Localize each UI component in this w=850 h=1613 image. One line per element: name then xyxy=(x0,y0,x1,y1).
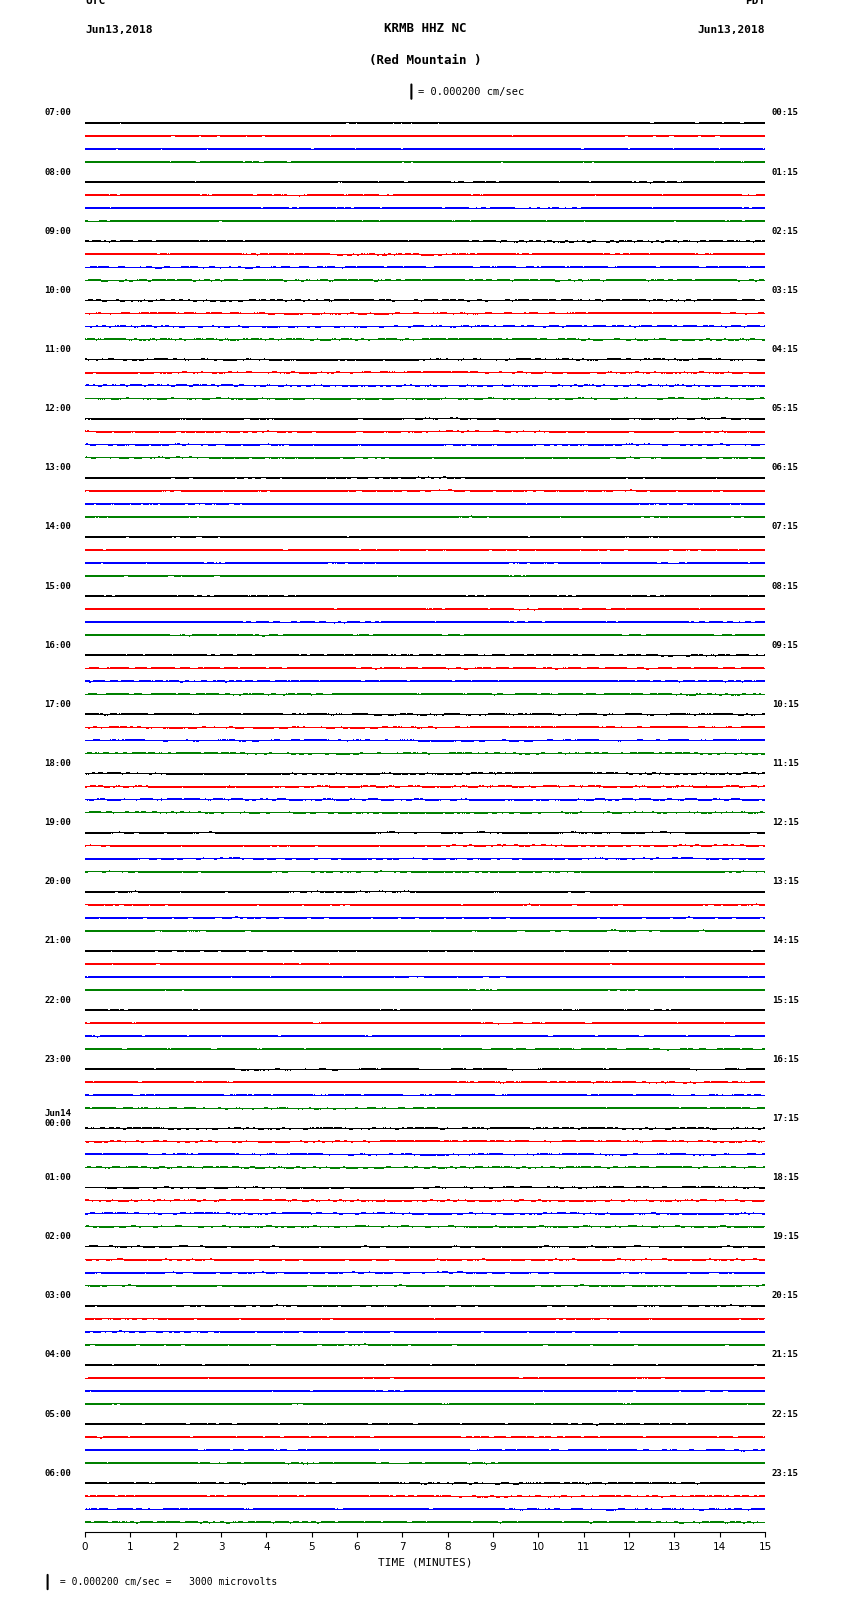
Text: 22:15: 22:15 xyxy=(772,1410,799,1418)
Text: 15:00: 15:00 xyxy=(44,582,71,590)
Text: 17:15: 17:15 xyxy=(772,1115,799,1123)
Text: 10:15: 10:15 xyxy=(772,700,799,708)
Text: 18:00: 18:00 xyxy=(44,760,71,768)
Text: 04:00: 04:00 xyxy=(44,1350,71,1360)
Text: UTC: UTC xyxy=(85,0,105,6)
Text: 20:00: 20:00 xyxy=(44,877,71,886)
Text: 03:00: 03:00 xyxy=(44,1292,71,1300)
Text: 10:00: 10:00 xyxy=(44,286,71,295)
Text: 01:00: 01:00 xyxy=(44,1173,71,1182)
Text: KRMB HHZ NC: KRMB HHZ NC xyxy=(383,23,467,35)
Text: 07:15: 07:15 xyxy=(772,523,799,531)
Text: 09:15: 09:15 xyxy=(772,640,799,650)
Text: 08:15: 08:15 xyxy=(772,582,799,590)
Text: 22:00: 22:00 xyxy=(44,995,71,1005)
Text: 19:15: 19:15 xyxy=(772,1232,799,1240)
Text: 16:00: 16:00 xyxy=(44,640,71,650)
Text: Jun13,2018: Jun13,2018 xyxy=(85,24,152,35)
Text: 21:00: 21:00 xyxy=(44,937,71,945)
Text: 15:15: 15:15 xyxy=(772,995,799,1005)
Text: 17:00: 17:00 xyxy=(44,700,71,708)
Text: 06:15: 06:15 xyxy=(772,463,799,473)
Text: 04:15: 04:15 xyxy=(772,345,799,353)
Text: 13:00: 13:00 xyxy=(44,463,71,473)
Text: 01:15: 01:15 xyxy=(772,168,799,176)
Text: 08:00: 08:00 xyxy=(44,168,71,176)
Text: 14:15: 14:15 xyxy=(772,937,799,945)
Text: 00:15: 00:15 xyxy=(772,108,799,118)
Text: 06:00: 06:00 xyxy=(44,1469,71,1478)
Text: 18:15: 18:15 xyxy=(772,1173,799,1182)
Text: Jun14
00:00: Jun14 00:00 xyxy=(44,1108,71,1127)
Text: 02:00: 02:00 xyxy=(44,1232,71,1240)
Text: 16:15: 16:15 xyxy=(772,1055,799,1063)
Text: (Red Mountain ): (Red Mountain ) xyxy=(369,55,481,68)
Text: = 0.000200 cm/sec: = 0.000200 cm/sec xyxy=(418,87,524,97)
Text: PDT: PDT xyxy=(745,0,765,6)
Text: 12:15: 12:15 xyxy=(772,818,799,827)
X-axis label: TIME (MINUTES): TIME (MINUTES) xyxy=(377,1558,473,1568)
Text: 09:00: 09:00 xyxy=(44,227,71,235)
Text: 02:15: 02:15 xyxy=(772,227,799,235)
Text: 05:00: 05:00 xyxy=(44,1410,71,1418)
Text: 11:00: 11:00 xyxy=(44,345,71,353)
Text: 21:15: 21:15 xyxy=(772,1350,799,1360)
Text: 13:15: 13:15 xyxy=(772,877,799,886)
Text: 12:00: 12:00 xyxy=(44,405,71,413)
Text: 20:15: 20:15 xyxy=(772,1292,799,1300)
Text: = 0.000200 cm/sec =   3000 microvolts: = 0.000200 cm/sec = 3000 microvolts xyxy=(54,1578,278,1587)
Text: 05:15: 05:15 xyxy=(772,405,799,413)
Text: 03:15: 03:15 xyxy=(772,286,799,295)
Text: 11:15: 11:15 xyxy=(772,760,799,768)
Text: 14:00: 14:00 xyxy=(44,523,71,531)
Text: 19:00: 19:00 xyxy=(44,818,71,827)
Text: Jun13,2018: Jun13,2018 xyxy=(698,24,765,35)
Text: 23:00: 23:00 xyxy=(44,1055,71,1063)
Text: 07:00: 07:00 xyxy=(44,108,71,118)
Text: 23:15: 23:15 xyxy=(772,1469,799,1478)
